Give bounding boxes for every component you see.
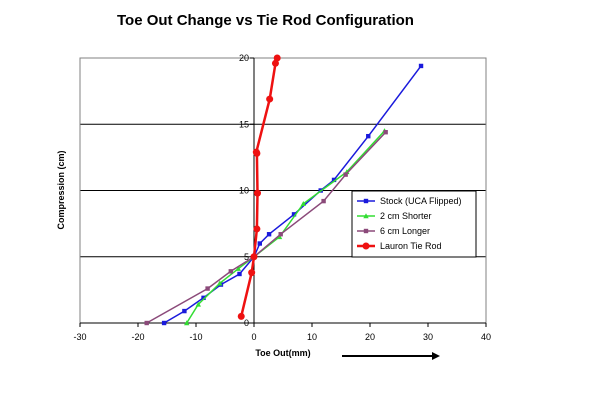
data-point [253,225,261,233]
legend-item: 6 cm Longer [357,226,430,236]
legend-label: Lauron Tie Rod [380,241,442,251]
data-point [300,201,306,206]
data-point [235,265,242,271]
data-point [228,269,233,274]
data-point [366,133,371,139]
series-line [146,131,387,324]
x-axis-title: Toe Out(mm) [255,348,310,358]
chart-title: Toe Out Change vs Tie Rod Configuration [117,12,414,29]
data-point [363,198,369,204]
y-tick-label: 0 [244,318,249,328]
series-3 [144,130,388,326]
legend-item: Stock (UCA Flipped) [357,196,462,206]
data-point [291,212,297,217]
legend-label: Stock (UCA Flipped) [380,196,462,206]
data-point [331,177,337,183]
data-point [343,172,348,177]
data-point [418,63,424,69]
x-tick-label: 10 [307,332,317,342]
data-point [217,280,223,286]
data-point [276,234,283,240]
x-axis-direction-arrow [342,352,440,360]
legend: Stock (UCA Flipped) 2 cm Shorter 6 cm Long… [351,190,477,258]
data-point [182,308,187,314]
data-point [144,320,149,326]
data-point [266,232,272,237]
series-line [239,57,279,317]
data-point [257,241,262,246]
series-4 [237,54,281,320]
data-point [195,301,202,307]
x-tick-label: 0 [251,332,256,342]
x-tick-label: -10 [189,332,202,342]
y-tick-label: 15 [239,119,249,129]
data-point [271,59,279,67]
data-point [252,148,260,156]
data-point [237,312,245,320]
y-tick-label: 10 [239,186,249,196]
data-point [273,54,281,62]
data-point [363,213,369,219]
series-layer [144,54,424,326]
y-tick-label: 20 [239,53,249,63]
x-tick-label: 20 [365,332,375,342]
y-axis-title: Compression (cm) [56,150,66,229]
x-tick-label: -30 [73,332,86,342]
data-point [278,232,283,237]
data-point [363,228,369,234]
legend-label: 6 cm Longer [380,226,430,236]
data-point [201,295,206,301]
data-point [237,271,242,277]
data-point [248,269,256,277]
x-tick-label: 30 [423,332,433,342]
data-point [321,198,326,204]
data-point [383,130,388,135]
legend-label: 2 cm Shorter [380,211,432,221]
axes: -30 -20 -10 0 10 20 30 40 0 5 10 15 20 [73,53,491,342]
x-tick-label: 40 [481,332,491,342]
x-tick-label: -20 [131,332,144,342]
data-point [266,95,274,103]
data-point [161,320,167,326]
data-point [205,286,210,291]
y-tick-label: 5 [244,252,249,262]
legend-item: Lauron Tie Rod [357,241,442,251]
legend-item: 2 cm Shorter [357,211,432,221]
data-point [184,320,190,326]
data-point [362,242,370,250]
data-point [250,253,258,261]
data-point [253,189,261,197]
